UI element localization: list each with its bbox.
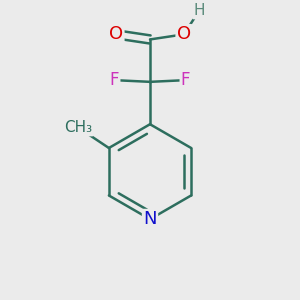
- Text: F: F: [181, 71, 190, 89]
- Text: O: O: [177, 26, 191, 44]
- Text: O: O: [109, 26, 123, 44]
- Text: F: F: [110, 71, 119, 89]
- Text: H: H: [194, 3, 205, 18]
- Text: CH₃: CH₃: [64, 120, 92, 135]
- Text: N: N: [143, 210, 157, 228]
